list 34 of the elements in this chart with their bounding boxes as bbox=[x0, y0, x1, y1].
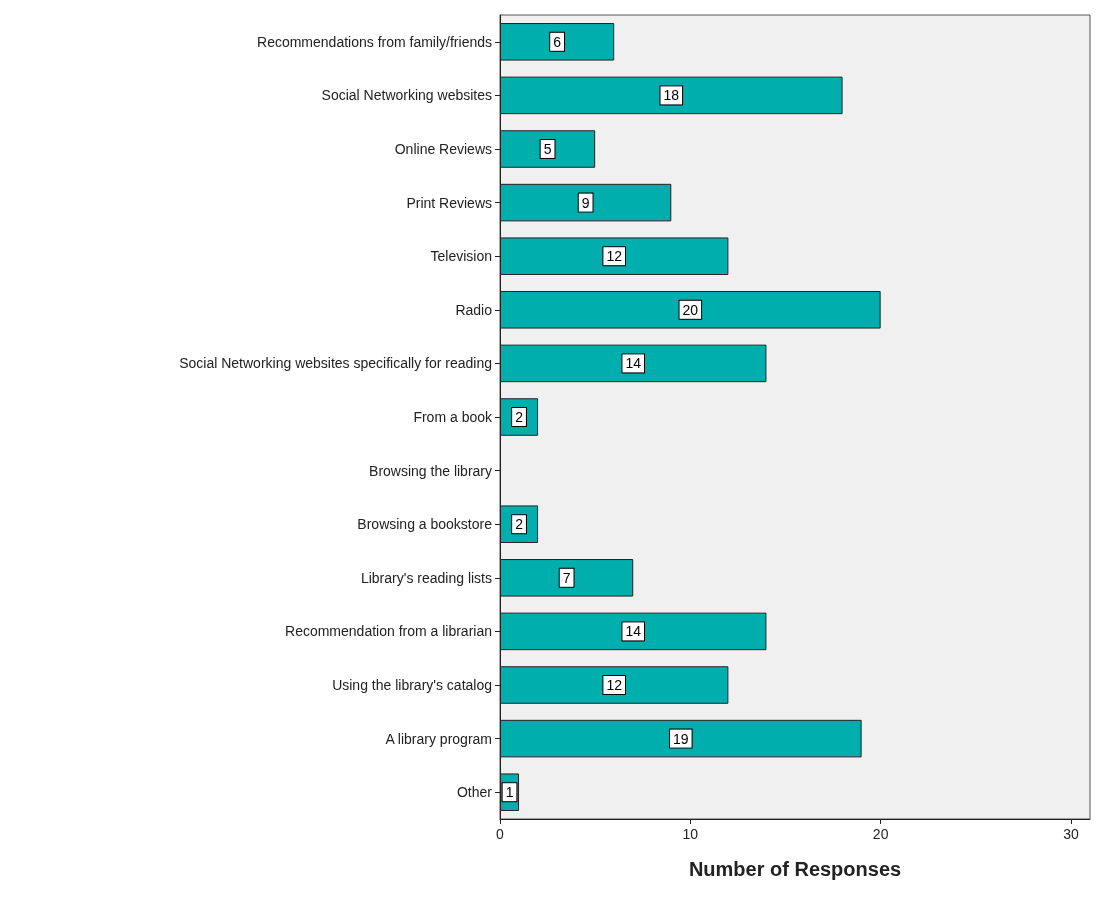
y-tick-label: Other bbox=[456, 784, 493, 801]
data-label: 20 bbox=[682, 301, 699, 318]
y-tick-label: Social Networking websites bbox=[321, 87, 492, 104]
data-label: 1 bbox=[505, 784, 514, 801]
x-axis-title: Number of Responses bbox=[688, 858, 902, 880]
data-label: 7 bbox=[562, 569, 571, 586]
y-tick-label: Print Reviews bbox=[406, 194, 492, 211]
data-label: 12 bbox=[606, 248, 623, 265]
data-label: 12 bbox=[606, 677, 623, 693]
y-tick-label: Television bbox=[430, 248, 492, 265]
x-tick-label: 10 bbox=[682, 826, 699, 842]
y-tick-label: Library's reading lists bbox=[360, 569, 492, 586]
data-label: 14 bbox=[625, 623, 642, 640]
data-label: 2 bbox=[515, 516, 524, 533]
y-tick-label: Browsing the library bbox=[369, 462, 492, 479]
y-tick-label: Online Reviews bbox=[394, 141, 492, 157]
y-tick-label: Browsing a bookstore bbox=[357, 516, 493, 533]
y-tick-label: Recommendations from family/friends bbox=[257, 33, 492, 50]
data-label: 6 bbox=[553, 33, 562, 50]
y-tick-label: Recommendation from a librarian bbox=[285, 623, 492, 640]
data-label: 9 bbox=[581, 194, 590, 211]
x-tick-label: 30 bbox=[1063, 826, 1079, 842]
y-tick-label: A library program bbox=[385, 730, 492, 747]
data-label: 2 bbox=[515, 409, 524, 425]
y-tick-label: Social Networking websites specifically for reading bbox=[179, 355, 492, 372]
data-label: 19 bbox=[673, 730, 689, 747]
y-tick-label: From a book bbox=[413, 409, 493, 425]
x-tick-label: 0 bbox=[496, 826, 505, 842]
data-label: 5 bbox=[543, 141, 552, 157]
y-tick-label: Using the library's catalog bbox=[332, 677, 492, 693]
y-tick-label: Radio bbox=[455, 301, 493, 318]
data-label: 14 bbox=[625, 355, 642, 372]
x-tick-label: 20 bbox=[872, 826, 889, 842]
data-label: 18 bbox=[663, 87, 680, 104]
